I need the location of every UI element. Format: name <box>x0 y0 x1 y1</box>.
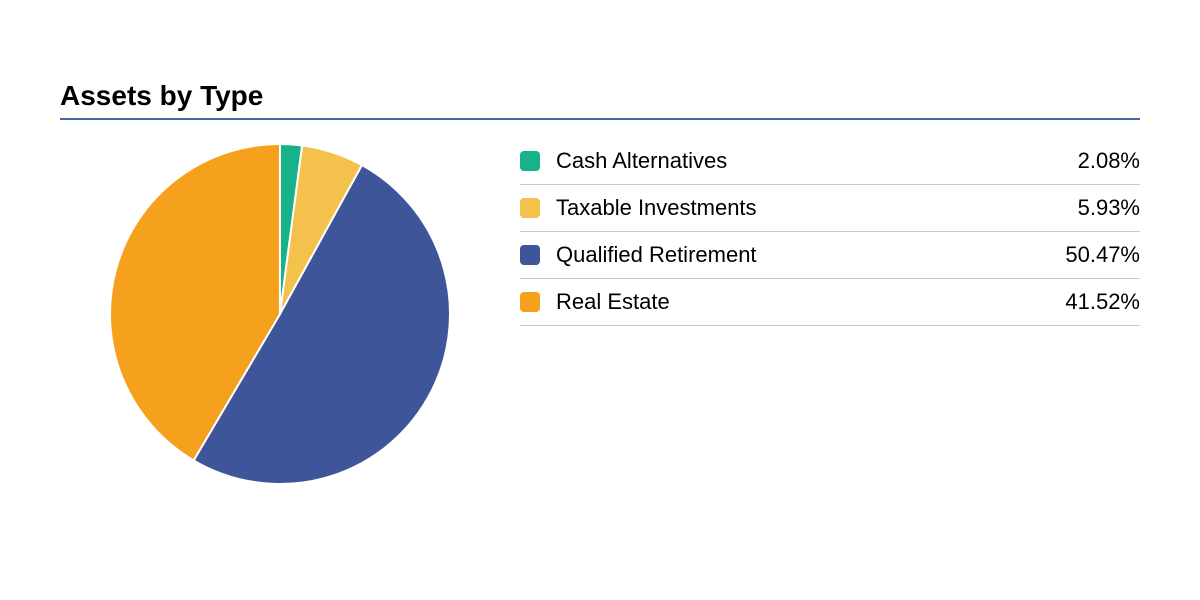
legend-value: 5.93% <box>1078 195 1140 221</box>
legend-value: 41.52% <box>1065 289 1140 315</box>
legend-label: Taxable Investments <box>556 195 1078 221</box>
legend: Cash Alternatives2.08%Taxable Investment… <box>520 134 1140 326</box>
legend-swatch-icon <box>520 151 540 171</box>
chart-title: Assets by Type <box>60 80 1140 118</box>
legend-row: Real Estate41.52% <box>520 279 1140 326</box>
legend-label: Qualified Retirement <box>556 242 1065 268</box>
title-rule <box>60 118 1140 120</box>
legend-row: Taxable Investments5.93% <box>520 185 1140 232</box>
legend-label: Real Estate <box>556 289 1065 315</box>
legend-value: 50.47% <box>1065 242 1140 268</box>
legend-swatch-icon <box>520 245 540 265</box>
legend-row: Qualified Retirement50.47% <box>520 232 1140 279</box>
pie-chart-container <box>60 134 460 499</box>
pie-chart <box>100 134 460 494</box>
legend-label: Cash Alternatives <box>556 148 1078 174</box>
legend-row: Cash Alternatives2.08% <box>520 138 1140 185</box>
legend-swatch-icon <box>520 198 540 218</box>
chart-content: Cash Alternatives2.08%Taxable Investment… <box>60 134 1140 499</box>
legend-swatch-icon <box>520 292 540 312</box>
legend-value: 2.08% <box>1078 148 1140 174</box>
